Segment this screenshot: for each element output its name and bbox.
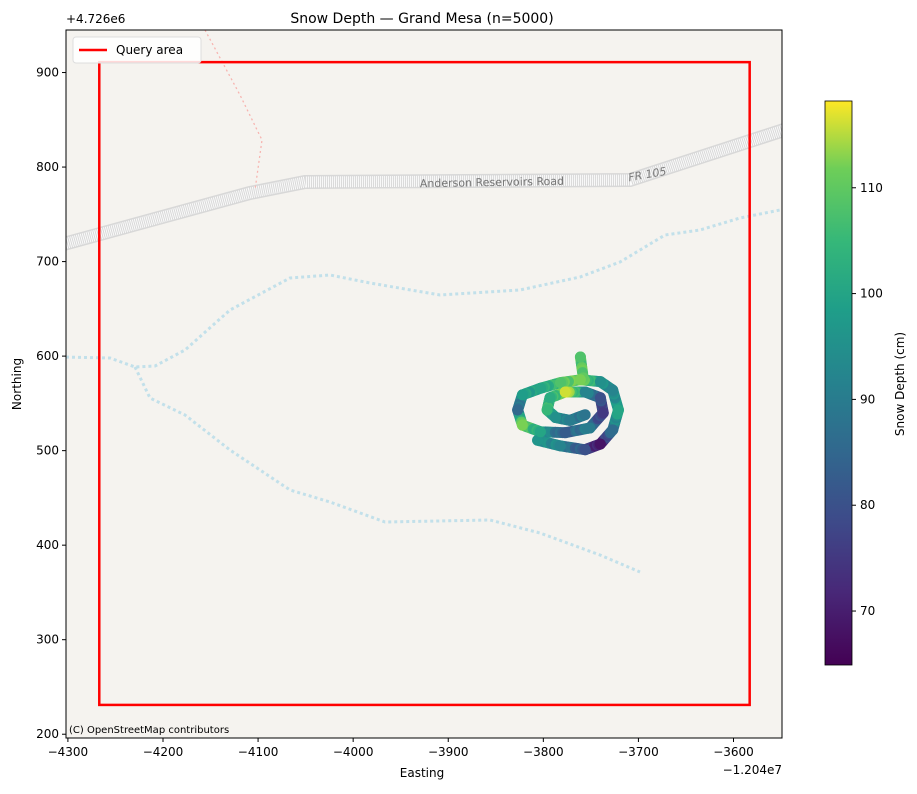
colorbar-tick-label: 80	[860, 498, 875, 512]
data-point	[579, 386, 591, 398]
data-point	[559, 427, 571, 439]
plot-frame	[65, 29, 783, 739]
y-axis-label: Northing	[10, 358, 24, 410]
legend: Query area	[72, 36, 202, 64]
data-point	[550, 412, 562, 424]
x-tick-label: −4000	[333, 745, 374, 759]
legend-box	[72, 36, 202, 64]
data-point	[579, 409, 591, 421]
data-point	[564, 414, 576, 426]
y-tick-label: 200	[36, 727, 59, 741]
data-point	[516, 389, 528, 401]
query-area-rectangle	[98, 60, 751, 707]
colorbar-tick-label: 90	[860, 392, 875, 406]
data-point	[579, 444, 591, 456]
attribution: (C) OpenStreetMap contributors	[69, 725, 229, 736]
data-point	[534, 426, 546, 438]
data-point	[607, 424, 619, 436]
y-tick-label: 400	[36, 538, 59, 552]
colorbar: 70 80 90 100 110 Snow Depth (cm)	[824, 100, 907, 666]
scatter-points	[512, 351, 624, 456]
data-point	[597, 407, 609, 419]
x-tick-label: −3800	[523, 745, 564, 759]
x-offset-label: −1.204e7	[723, 763, 782, 777]
y-offset-label: +4.726e6	[66, 12, 125, 26]
colorbar-tick-label: 100	[860, 287, 883, 301]
data-point	[532, 434, 544, 446]
data-point	[594, 438, 606, 450]
data-point	[541, 404, 553, 416]
data-point	[584, 422, 596, 434]
x-tick-label: −3700	[618, 745, 659, 759]
data-point	[544, 392, 556, 404]
colorbar-label: Snow Depth (cm)	[893, 332, 907, 436]
stream-line	[133, 366, 641, 574]
y-tick-label: 700	[36, 255, 59, 269]
data-point	[607, 384, 619, 396]
data-point	[594, 376, 606, 388]
y-tick-label: 500	[36, 444, 59, 458]
data-point	[554, 440, 566, 452]
data-point	[594, 392, 606, 404]
x-tick-label: −4100	[238, 745, 279, 759]
chart-title: Snow Depth — Grand Mesa (n=5000)	[290, 11, 553, 27]
road-fill	[66, 124, 782, 250]
data-point	[512, 404, 524, 416]
data-point	[574, 351, 586, 363]
data-point	[516, 419, 528, 431]
colorbar-gradient	[824, 100, 853, 666]
y-tick-label: 800	[36, 160, 59, 174]
x-axis: −4300 −4200 −4100 −4000 −3900 −3800 −3700 −3600	[48, 738, 754, 759]
y-tick-label: 900	[36, 66, 59, 80]
x-tick-label: −4300	[48, 745, 89, 759]
data-point	[554, 377, 566, 389]
data-point	[574, 374, 586, 386]
legend-label-query-area: Query area	[116, 43, 183, 57]
colorbar-tick-label: 70	[860, 604, 875, 618]
y-axis: 200 300 400 500 600 700 800 900	[36, 66, 66, 741]
road-label: Anderson Reservoirs Road	[420, 175, 565, 191]
plot-area: Anderson Reservoirs Road FR 105 (C) Open…	[65, 29, 783, 739]
y-tick-label: 600	[36, 349, 59, 363]
data-point	[559, 386, 571, 398]
data-point	[534, 382, 546, 394]
x-tick-label: −3900	[428, 745, 469, 759]
x-tick-label: −3600	[713, 745, 754, 759]
y-tick-label: 300	[36, 633, 59, 647]
x-tick-label: −4200	[143, 745, 184, 759]
colorbar-tick-label: 110	[860, 181, 883, 195]
data-point	[612, 404, 624, 416]
x-axis-label: Easting	[400, 766, 444, 780]
basemap-background	[66, 30, 782, 738]
